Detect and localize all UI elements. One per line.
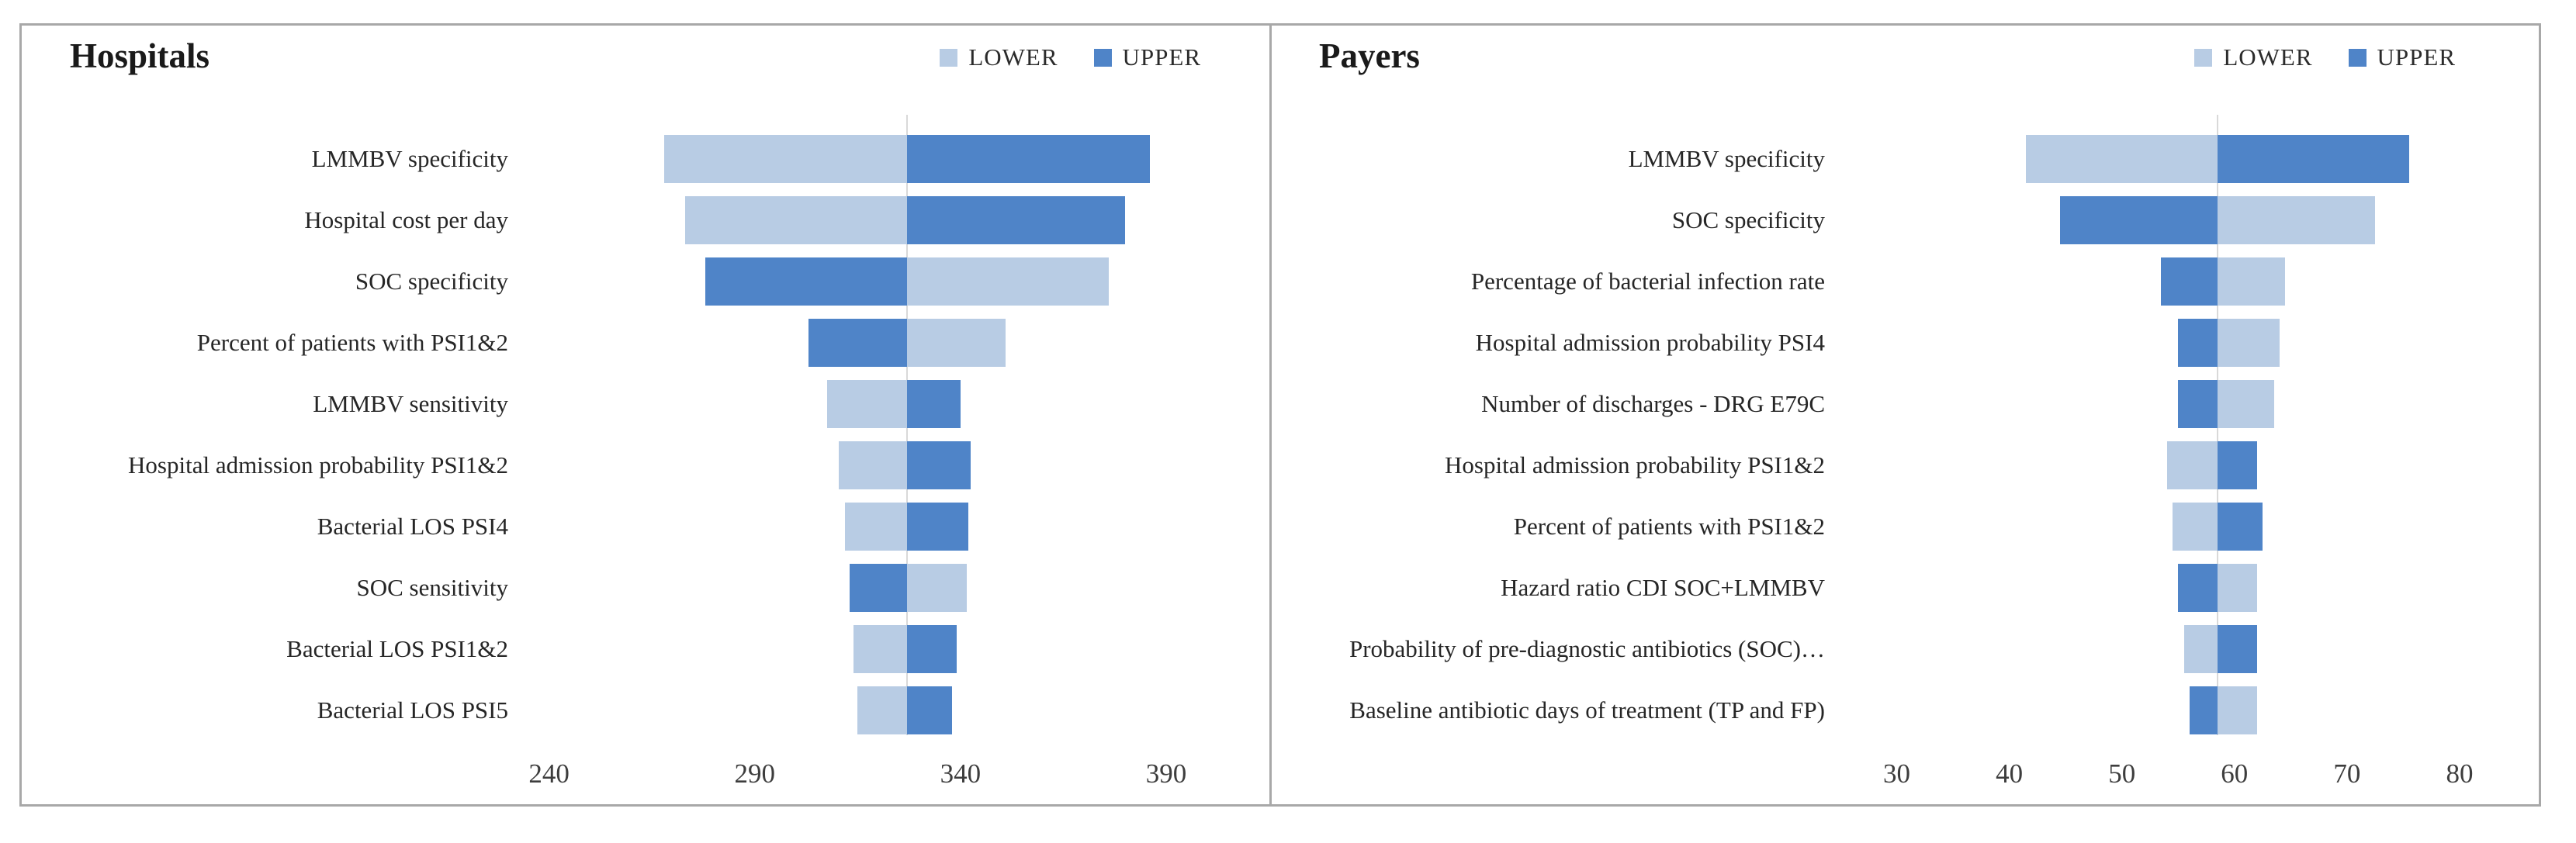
bar-segment-upper [2218, 134, 2409, 183]
bar-segment-upper [906, 195, 1125, 244]
bar-segment-lower [906, 257, 1109, 306]
legend-label-upper: UPPER [1122, 43, 1201, 71]
legend-item-lower: LOWER [940, 43, 1058, 71]
row-label: Percentage of bacterial infection rate [1470, 267, 1825, 295]
bar-segment-upper [906, 686, 953, 734]
panel-title-hospitals: Hospitals [70, 36, 210, 75]
bar-segment-lower [684, 195, 907, 244]
bar-segment-upper [906, 379, 961, 428]
row-label: SOC specificity [355, 267, 508, 295]
bar-segment-lower [2218, 318, 2280, 367]
upper-series-swatch-icon [2348, 48, 2367, 67]
bar-segment-upper [906, 441, 971, 489]
row-label: LMMBV specificity [1628, 144, 1825, 172]
row-label: Baseline antibiotic days of treatment (T… [1349, 696, 1825, 724]
row-label: Hospital admission probability PSI1&2 [128, 451, 508, 479]
bar-segment-lower [839, 441, 907, 489]
bar-segment-upper [2178, 379, 2218, 428]
bar-segment-lower [2218, 257, 2286, 306]
axis-tick-label: 70 [2333, 758, 2361, 789]
bar-segment-lower [906, 318, 1006, 367]
bar-segment-lower [2218, 195, 2376, 244]
bar-segment-lower [2026, 134, 2218, 183]
row-label: Bacterial LOS PSI1&2 [286, 634, 508, 662]
axis-tick-label: 290 [734, 758, 775, 789]
row-label: Bacterial LOS PSI5 [317, 696, 508, 724]
row-label: Hospital admission probability PSI4 [1475, 328, 1825, 356]
row-label: LMMBV specificity [311, 144, 508, 172]
row-label: SOC sensitivity [356, 573, 508, 601]
bar-segment-upper [2218, 624, 2257, 673]
bar-segment-upper [2178, 318, 2218, 367]
bar-segment-upper [2189, 686, 2218, 734]
row-label: SOC specificity [1671, 206, 1825, 233]
row-label: Percent of patients with PSI1&2 [196, 328, 508, 356]
axis-tick-label: 80 [2446, 758, 2474, 789]
row-label: Hospital cost per day [304, 206, 508, 233]
bar-segment-lower [845, 502, 907, 551]
row-label: Probability of pre-diagnostic antibiotic… [1349, 634, 1825, 662]
bar-segment-lower [857, 686, 907, 734]
bar-segment-lower [853, 624, 907, 673]
axis-tick-label: 340 [940, 758, 982, 789]
bar-segment-upper [2218, 441, 2257, 489]
bar-segment-upper [808, 318, 907, 367]
bar-segment-lower [2173, 502, 2218, 551]
legend-label-lower: LOWER [2223, 43, 2313, 71]
axis-tick-label: 240 [528, 758, 570, 789]
legend-item-lower: LOWER [2194, 43, 2312, 71]
axis-tick-label: 60 [2221, 758, 2249, 789]
axis-tick-label: 30 [1883, 758, 1911, 789]
bar-segment-lower [664, 134, 907, 183]
legend-item-upper: UPPER [1093, 43, 1201, 71]
axis-tick-label: 40 [1996, 758, 2024, 789]
upper-series-swatch-icon [1093, 48, 1112, 67]
bar-segment-upper [906, 624, 957, 673]
bar-segment-upper [2218, 502, 2263, 551]
panel-divider [1269, 23, 1272, 807]
row-label: Number of discharges - DRG E79C [1481, 389, 1825, 417]
bar-segment-upper [906, 134, 1150, 183]
row-label: Hazard ratio CDI SOC+LMMBV [1501, 573, 1825, 601]
bar-segment-lower [2218, 563, 2257, 612]
bar-segment-upper [2178, 563, 2218, 612]
legend-label-lower: LOWER [968, 43, 1058, 71]
lower-series-swatch-icon [2194, 48, 2213, 67]
axis-tick-label: 390 [1145, 758, 1187, 789]
bar-segment-upper [906, 502, 969, 551]
row-label: LMMBV sensitivity [313, 389, 508, 417]
legend-payers: LOWER UPPER [2194, 43, 2456, 71]
row-label: Hospital admission probability PSI1&2 [1445, 451, 1825, 479]
bar-segment-lower [2183, 624, 2218, 673]
legend-hospitals: LOWER UPPER [940, 43, 1201, 71]
bar-segment-upper [2059, 195, 2218, 244]
bar-segment-lower [826, 379, 907, 428]
bar-segment-lower [2218, 686, 2257, 734]
bar-segment-upper [705, 257, 907, 306]
row-label: Bacterial LOS PSI4 [317, 512, 508, 540]
bar-segment-upper [2161, 257, 2218, 306]
bar-segment-lower [2218, 379, 2274, 428]
legend-item-upper: UPPER [2348, 43, 2456, 71]
bar-segment-upper [849, 563, 907, 612]
row-label: Percent of patients with PSI1&2 [1513, 512, 1825, 540]
lower-series-swatch-icon [940, 48, 958, 67]
legend-label-upper: UPPER [2377, 43, 2456, 71]
bar-segment-lower [2166, 441, 2218, 489]
axis-tick-label: 50 [2108, 758, 2136, 789]
bar-segment-lower [906, 563, 967, 612]
panel-title-payers: Payers [1319, 36, 1420, 75]
